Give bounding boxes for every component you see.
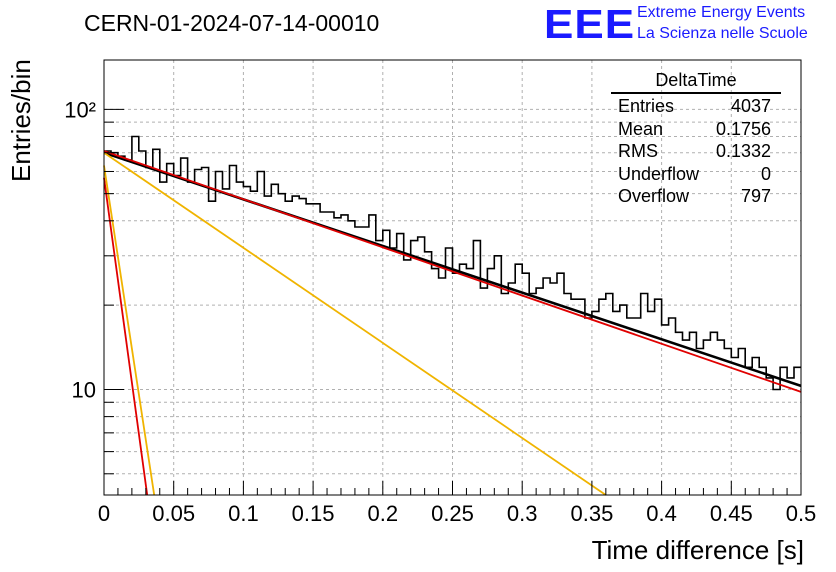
stat-value: 0 xyxy=(760,163,771,184)
stats-title: DeltaTime xyxy=(611,70,781,94)
x-tick-label: 0 xyxy=(98,501,110,526)
stat-value: 0.1332 xyxy=(715,141,771,162)
y-tick-label: 10 xyxy=(72,377,96,402)
stat-value: 0.1756 xyxy=(715,118,771,139)
eee-logo: EEE xyxy=(544,2,636,48)
x-tick-label: 0.45 xyxy=(710,501,753,526)
histogram-steps xyxy=(104,135,801,391)
stat-label: RMS xyxy=(618,141,658,162)
org-line-1: Extreme Energy Events xyxy=(637,4,806,21)
stat-label: Entries xyxy=(618,96,675,116)
stat-row-entries: Entries 4037 xyxy=(611,95,781,118)
fit-lines xyxy=(103,150,802,496)
stat-row-overflow: Overflow 797 xyxy=(611,185,781,208)
stats-box: DeltaTime Entries 4037 Mean 0.1756 RMS 0… xyxy=(611,70,781,208)
x-tick-label: 0.4 xyxy=(646,501,677,526)
x-tick-label: 0.5 xyxy=(786,501,817,526)
stat-value: 4037 xyxy=(730,96,771,116)
x-tick-label: 0.25 xyxy=(431,501,474,526)
x-tick-label: 0.3 xyxy=(507,501,538,526)
fit-line-3 xyxy=(103,177,149,496)
y-tick-label: 10² xyxy=(64,97,96,122)
x-tick-label: 0.35 xyxy=(570,501,613,526)
y-axis-label: Entries/bin xyxy=(6,59,36,182)
x-tick-label: 0.1 xyxy=(228,501,259,526)
fit-line-2 xyxy=(103,151,607,496)
stat-label: Overflow xyxy=(618,186,690,207)
chart-title: CERN-01-2024-07-14-00010 xyxy=(84,10,380,36)
stat-label: Underflow xyxy=(618,163,700,184)
fit-line-4 xyxy=(103,165,156,496)
x-tick-label: 0.05 xyxy=(152,501,195,526)
x-tick-label: 0.15 xyxy=(292,501,335,526)
stat-value: 797 xyxy=(740,186,771,207)
stat-row-underflow: Underflow 0 xyxy=(611,163,781,186)
fit-line-1 xyxy=(103,150,802,393)
x-axis-label: Time difference [s] xyxy=(591,535,804,565)
stat-row-mean: Mean 0.1756 xyxy=(611,118,781,141)
stat-label: Mean xyxy=(618,118,664,139)
x-tick-label: 0.2 xyxy=(368,501,399,526)
org-line-2: La Scienza nelle Scuole xyxy=(637,25,808,42)
axis-ticks xyxy=(103,108,802,495)
histogram xyxy=(104,135,801,391)
organization-text: Extreme Energy Events La Scienza nelle S… xyxy=(637,2,808,44)
stat-row-rms: RMS 0.1332 xyxy=(611,140,781,163)
tick-labels: 0 0.05 0.1 0.15 0.2 0.25 0.3 0.35 0.4 0.45 0.5 10 10… xyxy=(64,97,816,526)
